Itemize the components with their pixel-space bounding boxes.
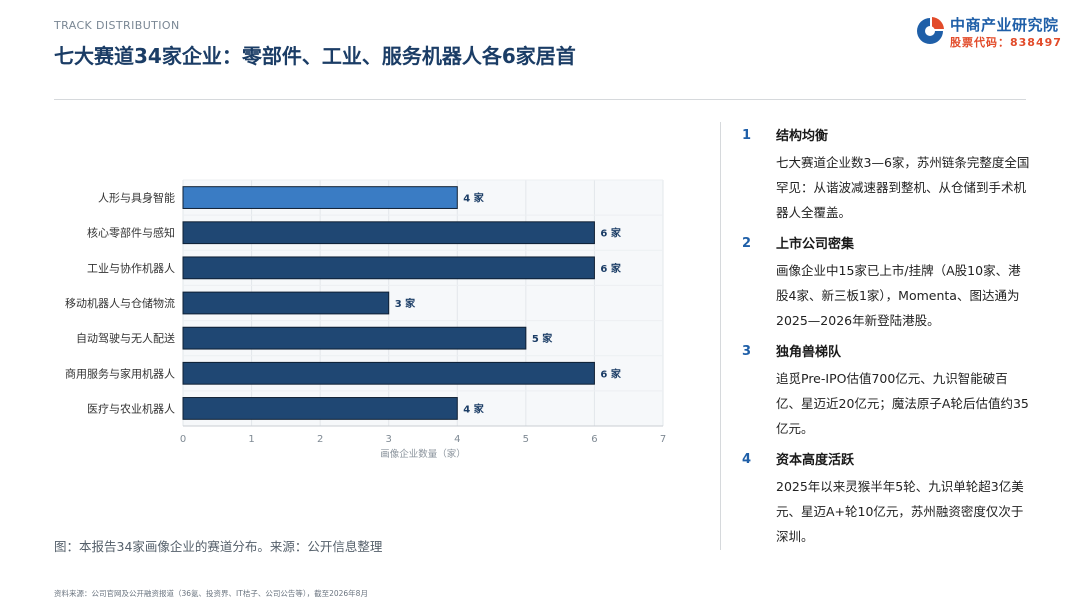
company-logo: 中商产业研究院 股票代码：838497 [914, 12, 1074, 52]
bar [182, 256, 595, 280]
section-kicker: TRACK DISTRIBUTION [54, 19, 180, 32]
header-divider [54, 99, 1026, 100]
source-note: 资料来源：公司官网及公开融资报道（36氪、投资界、IT桔子、公司公告等），截至2… [54, 589, 368, 598]
data-label: 4 家 [463, 402, 484, 415]
data-label: 6 家 [600, 367, 621, 380]
point-body: 追觅Pre-IPO估值700亿元、九识智能破百亿、星迈近20亿元；魔法原子A轮后… [776, 371, 1029, 436]
point-number: 4 [742, 452, 752, 467]
x-tick-label: 2 [317, 434, 323, 445]
category-label: 工业与协作机器人 [87, 261, 175, 275]
column-divider [720, 122, 721, 550]
category-label: 自动驾驶与无人配送 [76, 331, 175, 345]
bar [182, 361, 595, 385]
bar [182, 221, 595, 245]
logo-stock-code: 股票代码：838497 [950, 36, 1062, 49]
key-point: 4 资本高度活跃 2025年以来灵猴半年5轮、九识单轮超3亿美元、星迈A+轮10… [742, 450, 1032, 549]
data-label: 6 家 [600, 227, 621, 240]
page-title: 七大赛道34家企业：零部件、工业、服务机器人各6家居首 [54, 44, 576, 68]
category-label: 核心零部件与感知 [87, 226, 175, 240]
point-body: 七大赛道企业数3—6家，苏州链条完整度全国罕见：从谐波减速器到整机、从仓储到手术… [776, 155, 1030, 220]
bar [182, 186, 458, 209]
point-heading: 结构均衡 [776, 129, 829, 144]
point-number: 3 [742, 344, 752, 359]
category-label: 移动机器人与仓储物流 [65, 296, 175, 310]
point-number: 1 [742, 128, 752, 143]
bar [182, 326, 527, 350]
bar [182, 397, 458, 420]
category-label: 商用服务与家用机器人 [65, 366, 175, 380]
data-label: 4 家 [463, 192, 484, 205]
x-axis-title: 画像企业数量（家） [380, 448, 466, 460]
x-tick-label: 3 [386, 434, 392, 445]
x-tick-label: 7 [660, 434, 666, 445]
x-tick-label: 1 [248, 434, 254, 445]
key-point: 1 结构均衡 七大赛道企业数3—6家，苏州链条完整度全国罕见：从谐波减速器到整机… [742, 126, 1032, 225]
key-point: 2 上市公司密集 画像企业中15家已上市/挂牌（A股10家、港股4家、新三板1家… [742, 234, 1032, 333]
bar [182, 291, 390, 315]
point-heading: 上市公司密集 [776, 237, 855, 252]
data-label: 3 家 [395, 297, 416, 310]
x-tick-label: 0 [180, 434, 186, 445]
data-label: 5 家 [532, 332, 553, 345]
category-label: 人形与具身智能 [98, 191, 175, 205]
point-heading: 独角兽梯队 [776, 345, 842, 360]
x-tick-label: 5 [523, 434, 529, 445]
category-label: 医疗与农业机器人 [87, 401, 175, 415]
track-distribution-chart: 0 1 2 3 4 5 6 7 人形与具身智能 4 家核心零部件与感知 6 家工业与协作机器人 6 家… [40, 168, 690, 468]
figure-caption: 图：本报告34家画像企业的赛道分布。来源：公开信息整理 [54, 539, 383, 554]
point-number: 2 [742, 236, 752, 251]
logo-name: 中商产业研究院 [950, 16, 1059, 34]
point-heading: 资本高度活跃 [776, 453, 855, 468]
point-body: 2025年以来灵猴半年5轮、九识单轮超3亿美元、星迈A+轮10亿元，苏州融资密度… [776, 479, 1024, 544]
logo-icon [917, 17, 944, 44]
data-label: 6 家 [600, 262, 621, 275]
x-tick-label: 4 [454, 434, 460, 445]
x-tick-label: 6 [591, 434, 597, 445]
key-point: 3 独角兽梯队 追觅Pre-IPO估值700亿元、九识智能破百亿、星迈近20亿元… [742, 342, 1032, 441]
point-body: 画像企业中15家已上市/挂牌（A股10家、港股4家、新三板1家），Momenta… [776, 263, 1021, 328]
key-points: 1 结构均衡 七大赛道企业数3—6家，苏州链条完整度全国罕见：从谐波减速器到整机… [742, 126, 1032, 558]
